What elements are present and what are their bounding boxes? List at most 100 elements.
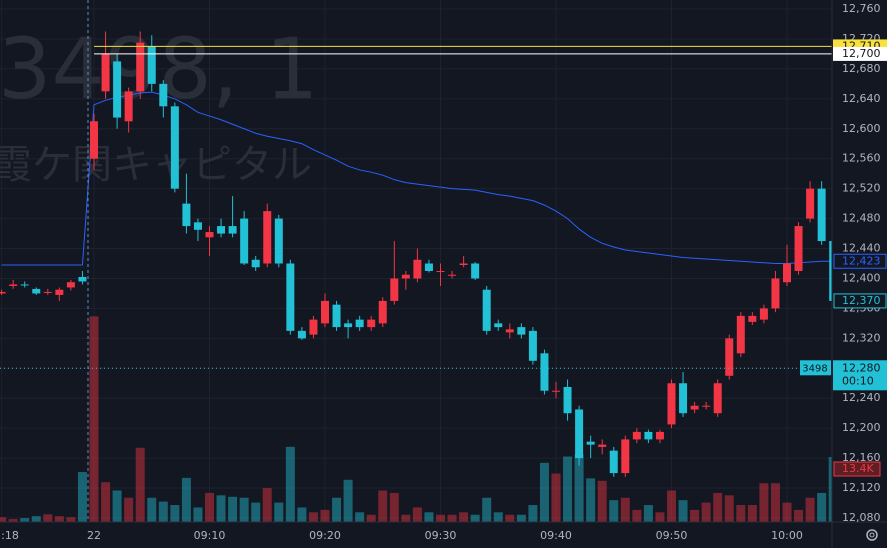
candle-body	[321, 300, 329, 324]
candle-body	[598, 444, 607, 447]
volume-bar	[678, 500, 688, 522]
volume-bar	[736, 505, 746, 522]
volume-bar	[597, 480, 607, 522]
volume-bar	[713, 492, 723, 522]
candle-body	[413, 259, 422, 279]
y-tick-label: 12,160	[842, 451, 881, 464]
volume-bar	[447, 514, 457, 522]
volume-bar	[343, 479, 353, 522]
volume-bar	[436, 514, 445, 522]
volume-bar	[459, 512, 469, 522]
volume-bar	[516, 514, 526, 522]
watermark-subtitle: 霞ケ関キャピタル	[0, 142, 312, 188]
volume-bar	[528, 505, 538, 522]
candle-body	[725, 338, 734, 376]
volume-bar	[205, 492, 214, 522]
volume-bar	[690, 509, 700, 522]
y-tick-label: 12,600	[842, 122, 881, 135]
vwap-label: 12,423	[842, 254, 881, 267]
volume-bar	[181, 477, 191, 522]
volume-bar	[747, 505, 757, 522]
candle-body	[690, 405, 699, 410]
volume-bar	[8, 519, 18, 522]
plot	[0, 31, 832, 522]
volume-bar	[77, 472, 87, 522]
candle-body	[448, 274, 457, 276]
volume-bar	[31, 516, 41, 522]
candle-body	[251, 259, 260, 268]
y-tick-label: 12,080	[842, 511, 881, 524]
symbol-badge	[800, 360, 831, 376]
y-tick-label: 12,440	[842, 242, 881, 255]
candle-body	[332, 304, 341, 328]
candle-body	[794, 226, 803, 271]
candle-body	[43, 291, 52, 293]
candle-body	[124, 91, 133, 122]
volume-bar	[539, 462, 549, 522]
candle-body	[575, 409, 584, 459]
candle-body	[170, 106, 179, 189]
volume-bar	[782, 502, 792, 522]
volume-bar	[262, 488, 272, 522]
candle-body	[621, 439, 630, 474]
volume-bar	[655, 512, 665, 522]
x-tick-label: 09:50	[656, 529, 688, 542]
volume-badge	[833, 461, 881, 477]
y-tick-label: 12,240	[842, 391, 881, 404]
candle-body	[113, 61, 122, 118]
candle-body	[713, 383, 722, 414]
volume-bar	[216, 495, 226, 522]
volume-bar	[297, 507, 307, 522]
candle-body	[66, 282, 75, 288]
volume-bar	[355, 512, 365, 522]
volume-bar	[620, 497, 630, 522]
candle-body	[424, 263, 433, 271]
volume-bar	[574, 454, 584, 522]
volume-bar	[667, 490, 676, 522]
candle-body	[0, 291, 6, 294]
candle-body	[309, 319, 318, 335]
volume-bar	[0, 517, 7, 522]
price-axis: 12,080 12,120 12,160 12,200 12,240 12,280 12,3…	[833, 2, 887, 524]
candle-body	[344, 323, 353, 328]
x-tick-label: 09:10	[194, 529, 226, 542]
y-tick-label: 12,120	[842, 481, 881, 494]
x-tick-label: 09:30	[425, 529, 457, 542]
countdown-label: 00:10	[842, 374, 874, 387]
candle-body	[528, 330, 537, 361]
volume-bar	[551, 473, 561, 522]
x-tick-label: 22	[87, 529, 101, 542]
volume-bar	[285, 446, 295, 522]
y-tick-label: 12,520	[842, 182, 881, 195]
y-tick-label: 12,480	[842, 212, 881, 225]
candle-body	[286, 263, 295, 331]
y-tick-label: 12,640	[842, 92, 881, 105]
y-tick-label: 12,320	[842, 331, 881, 344]
x-tick-label: :18	[1, 529, 19, 542]
volume-bar	[389, 492, 399, 522]
candle-body	[367, 319, 376, 328]
candle-body	[783, 263, 791, 283]
volume-bar	[632, 509, 642, 522]
volume-bar	[147, 497, 157, 522]
volume-bar	[112, 490, 122, 522]
volume-bar	[366, 514, 376, 522]
candle-body	[817, 188, 826, 242]
candle-body	[390, 278, 399, 301]
volume-bar	[332, 497, 342, 522]
volume-bar	[124, 497, 134, 522]
volume-bar	[308, 512, 318, 522]
candle-body	[829, 241, 832, 301]
candle-body	[378, 300, 387, 324]
volume-bar	[424, 512, 434, 522]
candle-body	[748, 315, 757, 322]
volume-bar	[43, 514, 53, 522]
level-badge	[833, 46, 887, 61]
candle-body	[205, 232, 214, 238]
candle-body	[263, 211, 272, 264]
candle-body	[459, 263, 468, 265]
candle-body	[55, 289, 64, 295]
settings-icon[interactable]	[866, 529, 878, 541]
candle-body	[401, 274, 410, 279]
candle-body	[667, 383, 676, 425]
